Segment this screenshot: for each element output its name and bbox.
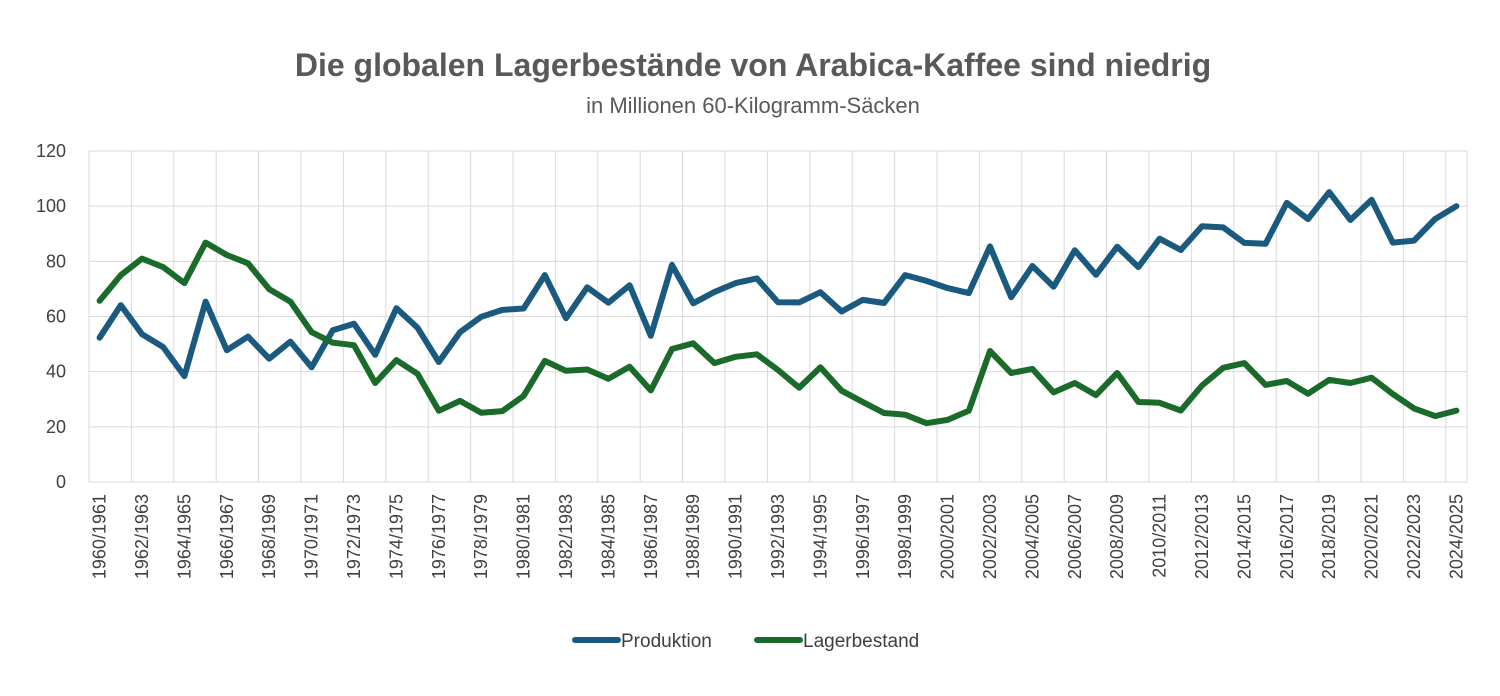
y-tick-label: 120	[36, 141, 66, 161]
x-tick-label: 2020/2021	[1362, 494, 1382, 579]
x-tick-label: 2008/2009	[1107, 494, 1127, 579]
x-tick-label: 1998/1999	[895, 494, 915, 579]
x-tick-label: 1966/1967	[217, 494, 237, 579]
y-axis-ticks: 0 20 40 60 80 100 120	[36, 141, 66, 492]
x-tick-label: 1996/1997	[853, 494, 873, 579]
legend-label-lagerbestand: Lagerbestand	[803, 631, 919, 652]
x-tick-label: 1962/1963	[132, 494, 152, 579]
y-tick-label: 0	[56, 472, 66, 492]
x-tick-label: 1994/1995	[810, 494, 830, 579]
x-tick-label: 2014/2015	[1234, 494, 1254, 579]
x-tick-label: 1972/1973	[344, 494, 364, 579]
x-tick-label: 2018/2019	[1319, 494, 1339, 579]
y-tick-label: 100	[36, 196, 66, 216]
x-tick-label: 1980/1981	[514, 494, 534, 579]
x-tick-label: 1970/1971	[302, 494, 322, 579]
x-tick-label: 2016/2017	[1277, 494, 1297, 579]
series-line-lagerbestand	[96, 239, 1460, 427]
legend: Produktion Lagerbestand	[572, 631, 919, 652]
gridlines	[88, 150, 1468, 483]
x-tick-label: 2024/2025	[1446, 494, 1466, 579]
x-tick-label: 1982/1983	[556, 494, 576, 579]
x-tick-label: 1984/1985	[598, 494, 618, 579]
x-tick-label: 1964/1965	[174, 494, 194, 579]
x-axis-ticks: 1960/1961 1962/1963 1964/1965 1966/1967 1968…	[90, 494, 1467, 579]
chart-title: Die globalen Lagerbestände von Arabica-K…	[295, 47, 1211, 83]
x-tick-label: 2002/2003	[980, 494, 1000, 579]
x-tick-label: 1974/1975	[386, 494, 406, 579]
x-tick-label: 1992/1993	[768, 494, 788, 579]
x-tick-label: 1978/1979	[471, 494, 491, 579]
x-tick-label: 2012/2013	[1192, 494, 1212, 579]
series-lines	[96, 189, 1460, 427]
x-tick-label: 1986/1987	[641, 494, 661, 579]
y-tick-label: 20	[46, 417, 66, 437]
series-line-produktion	[96, 189, 1460, 380]
x-tick-label: 1976/1977	[429, 494, 449, 579]
y-tick-label: 80	[46, 251, 66, 271]
x-tick-label: 1990/1991	[726, 494, 746, 579]
legend-label-produktion: Produktion	[621, 631, 712, 652]
x-tick-label: 1968/1969	[259, 494, 279, 579]
x-tick-label: 2006/2007	[1065, 494, 1085, 579]
y-tick-label: 40	[46, 362, 66, 382]
x-tick-label: 1960/1961	[90, 494, 110, 579]
chart-subtitle: in Millionen 60-Kilogramm-Säcken	[586, 93, 920, 118]
x-tick-label: 2022/2023	[1404, 494, 1424, 579]
x-tick-label: 2004/2005	[1022, 494, 1042, 579]
x-tick-label: 2010/2011	[1150, 494, 1170, 578]
y-tick-label: 60	[46, 307, 66, 327]
x-tick-label: 1988/1989	[683, 494, 703, 579]
x-tick-label: 2000/2001	[938, 494, 958, 579]
